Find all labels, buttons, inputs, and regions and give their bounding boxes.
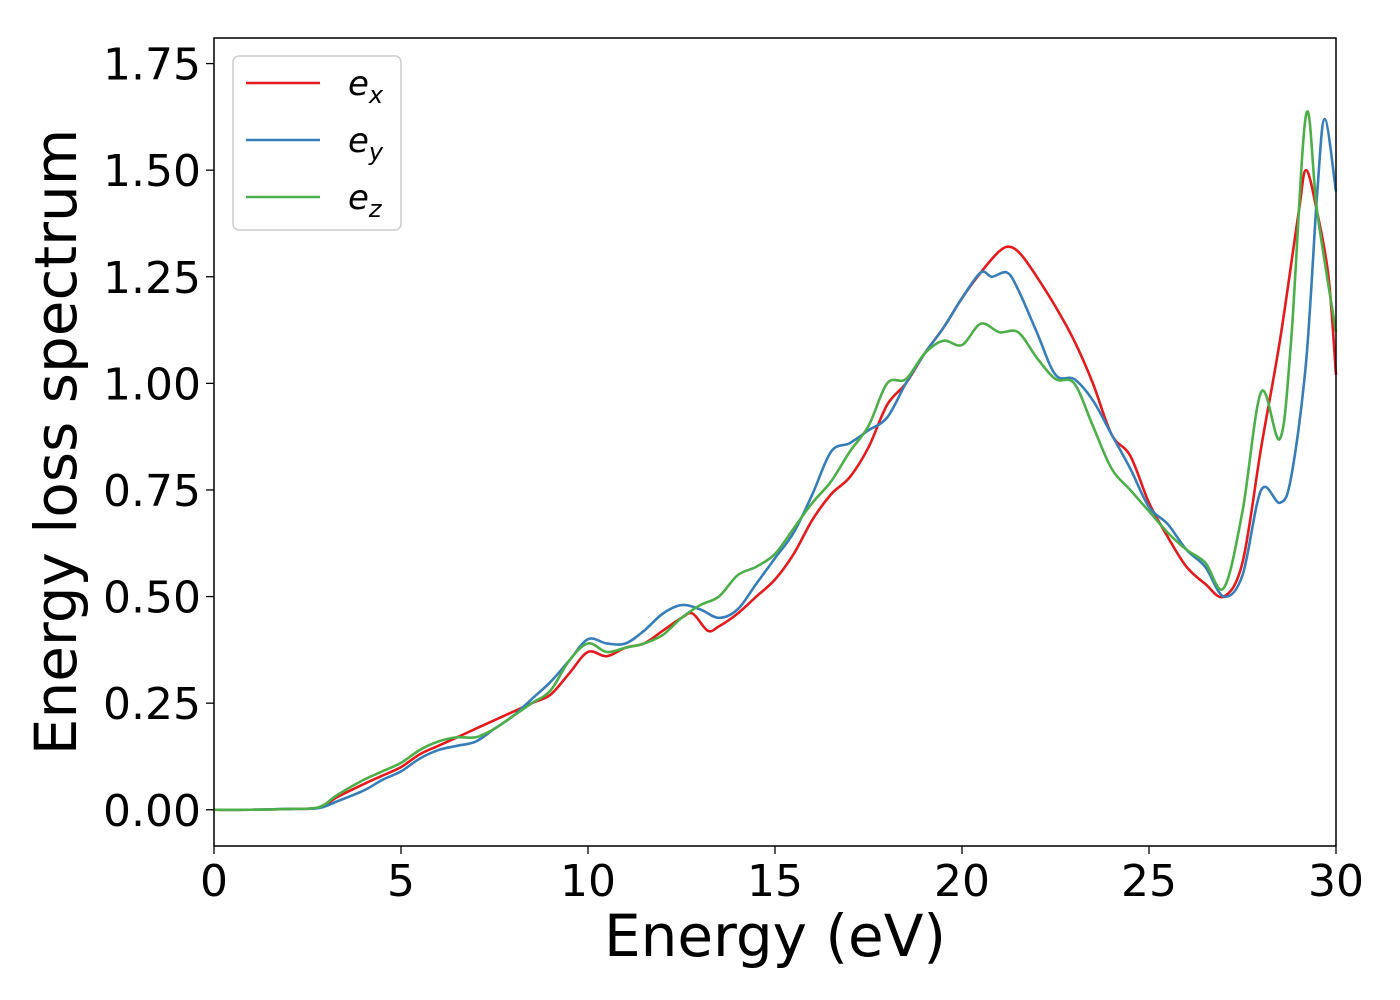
y-tick-label: 1.00: [103, 359, 201, 410]
y-tick-label: 0.00: [103, 786, 201, 837]
plot-frame: [213, 37, 1337, 847]
x-tick-label: 0: [200, 856, 228, 907]
y-tick-label: 1.25: [103, 253, 201, 304]
x-tick-label: 25: [1121, 856, 1177, 907]
y-axis-label: Energy loss spectrum: [22, 129, 90, 755]
y-tick-label: 0.25: [103, 679, 201, 730]
y-tick-label: 0.50: [103, 573, 201, 624]
x-axis-label: Energy (eV): [604, 902, 946, 970]
x-axis-ticks: 0 5 10 15 20 25 30: [200, 846, 1364, 907]
legend-label-x: ex: [348, 64, 384, 109]
y-tick-label: 1.75: [103, 40, 201, 91]
x-tick-label: 15: [747, 856, 803, 907]
legend-box: [232, 55, 402, 231]
x-tick-label: 30: [1308, 856, 1364, 907]
x-tick-label: 5: [387, 856, 415, 907]
y-tick-label: 0.75: [103, 466, 201, 517]
y-axis-ticks: 0.00 0.25 0.50 0.75 1.00 1.25 1.50 1.75: [103, 40, 214, 837]
legend-label-y: ey: [348, 121, 384, 166]
series-layer: [213, 110, 1338, 812]
series-line-x: [213, 168, 1338, 812]
y-tick-label: 1.50: [103, 146, 201, 197]
series-line-z: [213, 110, 1338, 812]
legend-label-z: ez: [348, 178, 383, 223]
series-line-y: [213, 117, 1338, 812]
x-tick-label: 10: [560, 856, 616, 907]
x-tick-label: 20: [934, 856, 990, 907]
legend: ex ey ez: [232, 55, 402, 231]
